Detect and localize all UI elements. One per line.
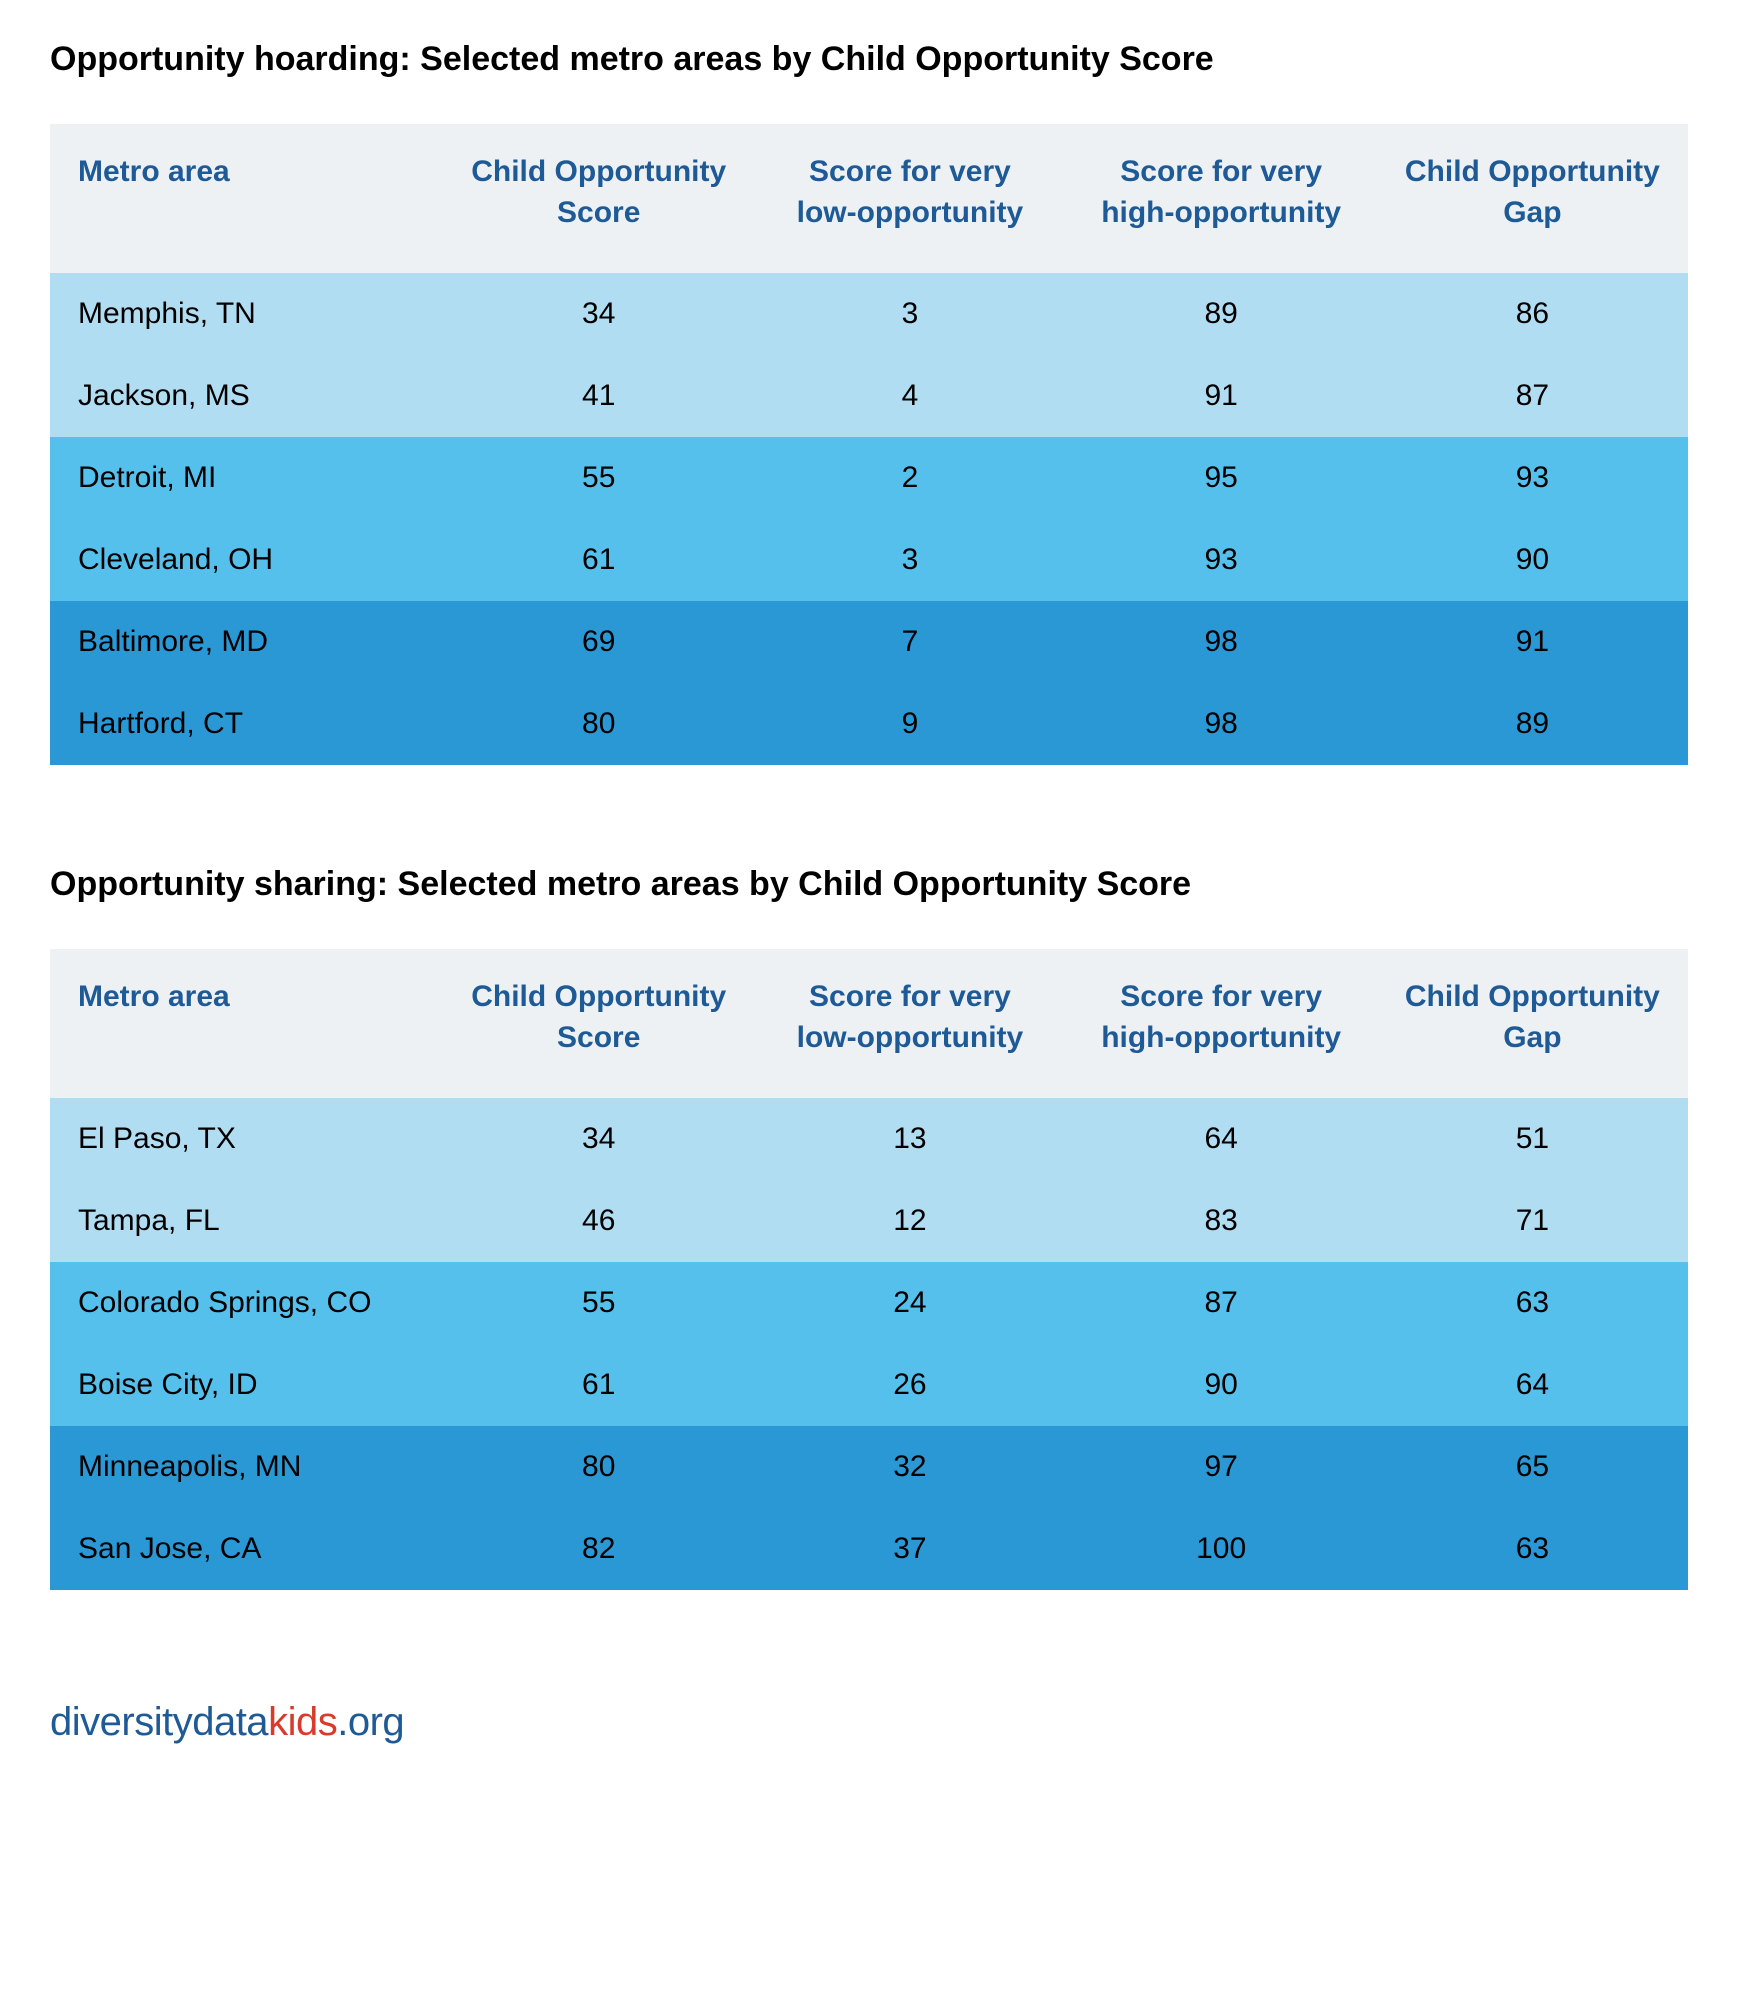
column-header: Score for veryhigh-opportunity: [1066, 124, 1377, 273]
value-cell: 4: [754, 355, 1065, 437]
value-cell: 3: [754, 273, 1065, 355]
table-row: San Jose, CA823710063: [50, 1508, 1688, 1590]
value-cell: 93: [1066, 519, 1377, 601]
value-cell: 83: [1066, 1180, 1377, 1262]
value-cell: 3: [754, 519, 1065, 601]
data-table: Metro areaChild OpportunityScoreScore fo…: [50, 949, 1688, 1590]
logo-part-1: diversitydata: [50, 1700, 268, 1744]
value-cell: 69: [443, 601, 754, 683]
section-title: Opportunity hoarding: Selected metro are…: [50, 40, 1688, 79]
value-cell: 34: [443, 273, 754, 355]
data-table: Metro areaChild OpportunityScoreScore fo…: [50, 124, 1688, 765]
table-row: Memphis, TN3438986: [50, 273, 1688, 355]
metro-cell: Detroit, MI: [50, 437, 443, 519]
metro-cell: Hartford, CT: [50, 683, 443, 765]
value-cell: 97: [1066, 1426, 1377, 1508]
value-cell: 61: [443, 519, 754, 601]
column-header: Child OpportunityGap: [1377, 949, 1688, 1098]
metro-cell: Colorado Springs, CO: [50, 1262, 443, 1344]
value-cell: 65: [1377, 1426, 1688, 1508]
footer-logo: diversitydatakids.org: [50, 1700, 1688, 1745]
value-cell: 87: [1377, 355, 1688, 437]
value-cell: 26: [754, 1344, 1065, 1426]
value-cell: 91: [1377, 601, 1688, 683]
metro-cell: Jackson, MS: [50, 355, 443, 437]
column-header: Child OpportunityScore: [443, 124, 754, 273]
column-header: Metro area: [50, 124, 443, 273]
value-cell: 12: [754, 1180, 1065, 1262]
value-cell: 61: [443, 1344, 754, 1426]
section-0: Opportunity hoarding: Selected metro are…: [50, 40, 1688, 765]
value-cell: 37: [754, 1508, 1065, 1590]
value-cell: 63: [1377, 1262, 1688, 1344]
value-cell: 46: [443, 1180, 754, 1262]
value-cell: 51: [1377, 1098, 1688, 1180]
value-cell: 82: [443, 1508, 754, 1590]
value-cell: 71: [1377, 1180, 1688, 1262]
table-row: Cleveland, OH6139390: [50, 519, 1688, 601]
value-cell: 41: [443, 355, 754, 437]
table-row: Detroit, MI5529593: [50, 437, 1688, 519]
section-1: Opportunity sharing: Selected metro area…: [50, 865, 1688, 1590]
value-cell: 2: [754, 437, 1065, 519]
value-cell: 80: [443, 1426, 754, 1508]
column-header: Child OpportunityGap: [1377, 124, 1688, 273]
value-cell: 55: [443, 1262, 754, 1344]
column-header: Score for veryhigh-opportunity: [1066, 949, 1377, 1098]
table-row: Minneapolis, MN80329765: [50, 1426, 1688, 1508]
metro-cell: Baltimore, MD: [50, 601, 443, 683]
table-row: Baltimore, MD6979891: [50, 601, 1688, 683]
logo-part-3: .org: [337, 1700, 404, 1744]
value-cell: 90: [1377, 519, 1688, 601]
value-cell: 91: [1066, 355, 1377, 437]
value-cell: 98: [1066, 683, 1377, 765]
value-cell: 55: [443, 437, 754, 519]
value-cell: 34: [443, 1098, 754, 1180]
column-header: Child OpportunityScore: [443, 949, 754, 1098]
value-cell: 7: [754, 601, 1065, 683]
column-header: Metro area: [50, 949, 443, 1098]
value-cell: 95: [1066, 437, 1377, 519]
value-cell: 93: [1377, 437, 1688, 519]
metro-cell: Memphis, TN: [50, 273, 443, 355]
metro-cell: Minneapolis, MN: [50, 1426, 443, 1508]
value-cell: 100: [1066, 1508, 1377, 1590]
metro-cell: Boise City, ID: [50, 1344, 443, 1426]
value-cell: 87: [1066, 1262, 1377, 1344]
table-row: Hartford, CT8099889: [50, 683, 1688, 765]
value-cell: 13: [754, 1098, 1065, 1180]
value-cell: 86: [1377, 273, 1688, 355]
metro-cell: El Paso, TX: [50, 1098, 443, 1180]
value-cell: 64: [1066, 1098, 1377, 1180]
column-header: Score for verylow-opportunity: [754, 124, 1065, 273]
value-cell: 98: [1066, 601, 1377, 683]
value-cell: 89: [1377, 683, 1688, 765]
metro-cell: Cleveland, OH: [50, 519, 443, 601]
table-row: Colorado Springs, CO55248763: [50, 1262, 1688, 1344]
table-row: El Paso, TX34136451: [50, 1098, 1688, 1180]
value-cell: 63: [1377, 1508, 1688, 1590]
value-cell: 9: [754, 683, 1065, 765]
column-header: Score for verylow-opportunity: [754, 949, 1065, 1098]
value-cell: 80: [443, 683, 754, 765]
table-row: Boise City, ID61269064: [50, 1344, 1688, 1426]
value-cell: 64: [1377, 1344, 1688, 1426]
section-title: Opportunity sharing: Selected metro area…: [50, 865, 1688, 904]
table-row: Jackson, MS4149187: [50, 355, 1688, 437]
metro-cell: Tampa, FL: [50, 1180, 443, 1262]
table-row: Tampa, FL46128371: [50, 1180, 1688, 1262]
value-cell: 89: [1066, 273, 1377, 355]
logo-part-2: kids: [268, 1700, 337, 1744]
value-cell: 90: [1066, 1344, 1377, 1426]
value-cell: 32: [754, 1426, 1065, 1508]
metro-cell: San Jose, CA: [50, 1508, 443, 1590]
value-cell: 24: [754, 1262, 1065, 1344]
